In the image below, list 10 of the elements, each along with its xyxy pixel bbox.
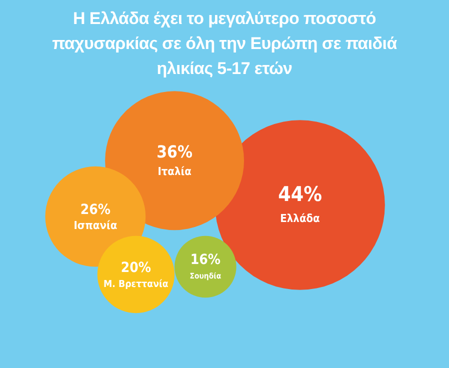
category-label: Ελλάδα <box>280 212 320 226</box>
data-label: 20% <box>120 260 152 276</box>
data-label: 16% <box>190 252 221 268</box>
category-label: Μ. Βρεττανία <box>104 278 168 290</box>
data-label: 44% <box>278 182 322 206</box>
text: Η Ελλάδα έχει το μεγαλύτερο ποσοστό παχυσαρκίας σε όλη την Ευρώπη σε παιδιά ηλικίας 5-17 ετών <box>51 8 398 78</box>
category-label: Ισπανία <box>74 219 118 232</box>
data-label: 26% <box>80 202 111 218</box>
data-label: 36% <box>156 142 192 162</box>
category-label: Ιταλία <box>158 165 192 178</box>
